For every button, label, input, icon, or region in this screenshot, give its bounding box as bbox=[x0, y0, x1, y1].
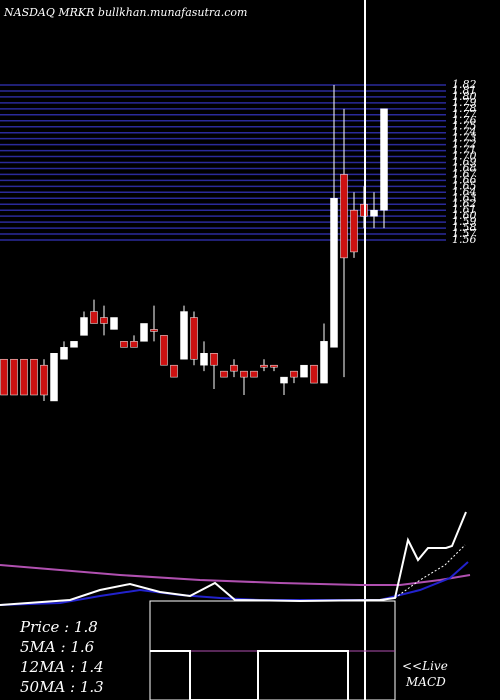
y-tick-label: 1.75 bbox=[452, 120, 477, 133]
candle-body bbox=[330, 198, 338, 348]
y-tick-label: 1.57 bbox=[452, 227, 477, 240]
candle-body bbox=[250, 370, 258, 378]
stat-text: 5MA : 1.6 bbox=[20, 638, 95, 656]
y-tick-label: 1.59 bbox=[452, 215, 477, 228]
candle-body bbox=[320, 341, 328, 384]
candle-body bbox=[230, 364, 238, 372]
ma-line bbox=[0, 564, 471, 586]
candle-body bbox=[280, 376, 288, 384]
candle-body bbox=[210, 353, 218, 366]
candle-body bbox=[200, 353, 208, 366]
candle-body bbox=[60, 347, 68, 360]
candle-body bbox=[80, 317, 88, 336]
candle-body bbox=[70, 341, 78, 348]
y-tick-label: 1.69 bbox=[452, 156, 477, 169]
y-tick-label: 1.81 bbox=[452, 84, 477, 97]
y-tick-label: 1.70 bbox=[452, 150, 477, 163]
y-tick-label: 1.65 bbox=[452, 179, 477, 192]
chart-title: NASDAQ MRKR bullkhan.munafasutra.com bbox=[3, 6, 247, 19]
y-tick-label: 1.79 bbox=[452, 96, 477, 109]
y-tick-label: 1.60 bbox=[452, 209, 477, 222]
y-tick-label: 1.71 bbox=[452, 144, 477, 157]
candle-body bbox=[370, 209, 378, 217]
y-tick-label: 1.58 bbox=[452, 221, 477, 234]
y-tick-label: 1.56 bbox=[452, 233, 477, 246]
candle-body bbox=[170, 364, 178, 378]
y-tick-label: 1.62 bbox=[452, 197, 477, 210]
y-tick-label: 1.76 bbox=[452, 114, 477, 127]
candle-body bbox=[380, 108, 388, 211]
candle-body bbox=[260, 364, 268, 368]
y-tick-label: 1.63 bbox=[452, 191, 477, 204]
candle-body bbox=[300, 364, 308, 378]
signal-line bbox=[0, 561, 469, 606]
candle-body bbox=[160, 335, 168, 366]
candle-body bbox=[50, 353, 58, 402]
candle-body bbox=[180, 311, 188, 360]
candle-body bbox=[0, 358, 8, 396]
candle-body bbox=[220, 370, 228, 378]
y-tick-label: 1.61 bbox=[452, 203, 477, 216]
stat-text: 12MA : 1.4 bbox=[20, 658, 104, 676]
candle-body bbox=[140, 323, 148, 342]
y-tick-label: 1.82 bbox=[452, 78, 477, 91]
y-tick-label: 1.64 bbox=[452, 185, 477, 198]
candle-body bbox=[150, 329, 158, 332]
y-tick-label: 1.80 bbox=[452, 90, 477, 103]
stat-text: 50MA : 1.3 bbox=[20, 678, 104, 696]
candle-body bbox=[40, 364, 48, 396]
macd-line bbox=[0, 511, 467, 606]
candle-body bbox=[30, 358, 38, 396]
macd-label: <<Live bbox=[402, 659, 448, 673]
candle-body bbox=[90, 311, 98, 324]
candle-body bbox=[270, 364, 278, 368]
candle-body bbox=[10, 358, 18, 396]
candle-body bbox=[130, 341, 138, 348]
y-tick-label: 1.67 bbox=[452, 167, 477, 180]
y-tick-label: 1.74 bbox=[452, 126, 477, 139]
candle-body bbox=[240, 370, 248, 378]
y-tick-label: 1.78 bbox=[452, 102, 477, 115]
candle-body bbox=[350, 209, 358, 253]
candle-body bbox=[100, 317, 108, 324]
y-tick-label: 1.66 bbox=[452, 173, 477, 186]
y-tick-label: 1.73 bbox=[452, 132, 477, 145]
candle-body bbox=[110, 317, 118, 330]
candle-body bbox=[190, 317, 198, 360]
candle-body bbox=[120, 341, 128, 348]
histogram-line bbox=[150, 650, 349, 700]
y-tick-label: 1.72 bbox=[452, 138, 477, 151]
y-tick-label: 1.68 bbox=[452, 161, 477, 174]
candle-body bbox=[310, 364, 318, 384]
candle-body bbox=[20, 358, 28, 396]
macd-trend bbox=[394, 544, 466, 599]
macd-label: MACD bbox=[405, 675, 446, 689]
candle-body bbox=[290, 370, 298, 378]
indicator-panel bbox=[0, 511, 471, 700]
y-tick-label: 1.77 bbox=[452, 108, 477, 121]
stat-text: Price : 1.8 bbox=[19, 618, 98, 636]
candle-body bbox=[340, 174, 348, 259]
